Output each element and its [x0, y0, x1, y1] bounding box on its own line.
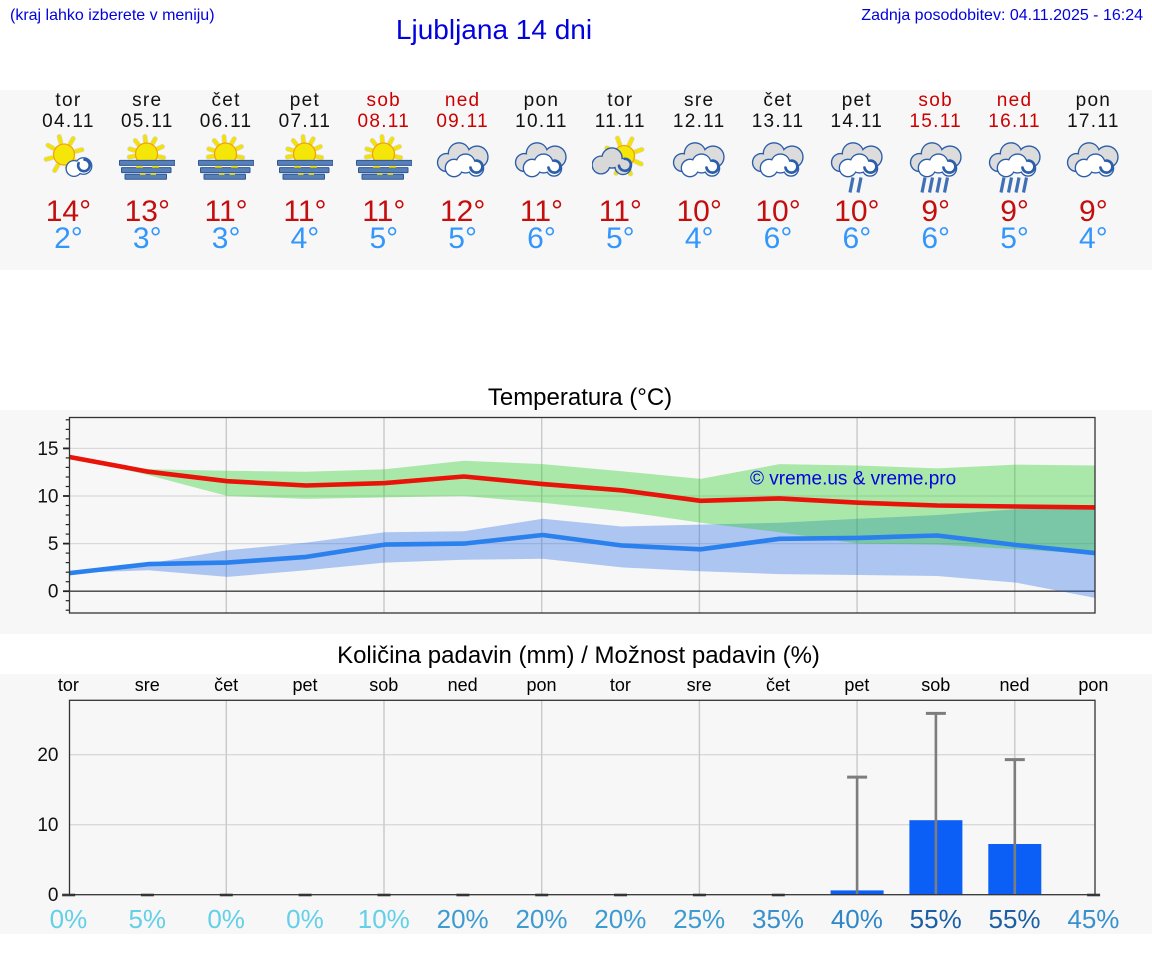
svg-text:15: 15 [37, 439, 58, 460]
svg-text:20: 20 [37, 745, 58, 766]
svg-text:10: 10 [37, 815, 58, 836]
svg-text:0: 0 [48, 582, 59, 603]
svg-text:10: 10 [37, 487, 58, 508]
svg-text:© vreme.us & vreme.pro: © vreme.us & vreme.pro [750, 468, 956, 489]
svg-text:0: 0 [48, 885, 59, 906]
svg-text:5: 5 [48, 534, 59, 555]
